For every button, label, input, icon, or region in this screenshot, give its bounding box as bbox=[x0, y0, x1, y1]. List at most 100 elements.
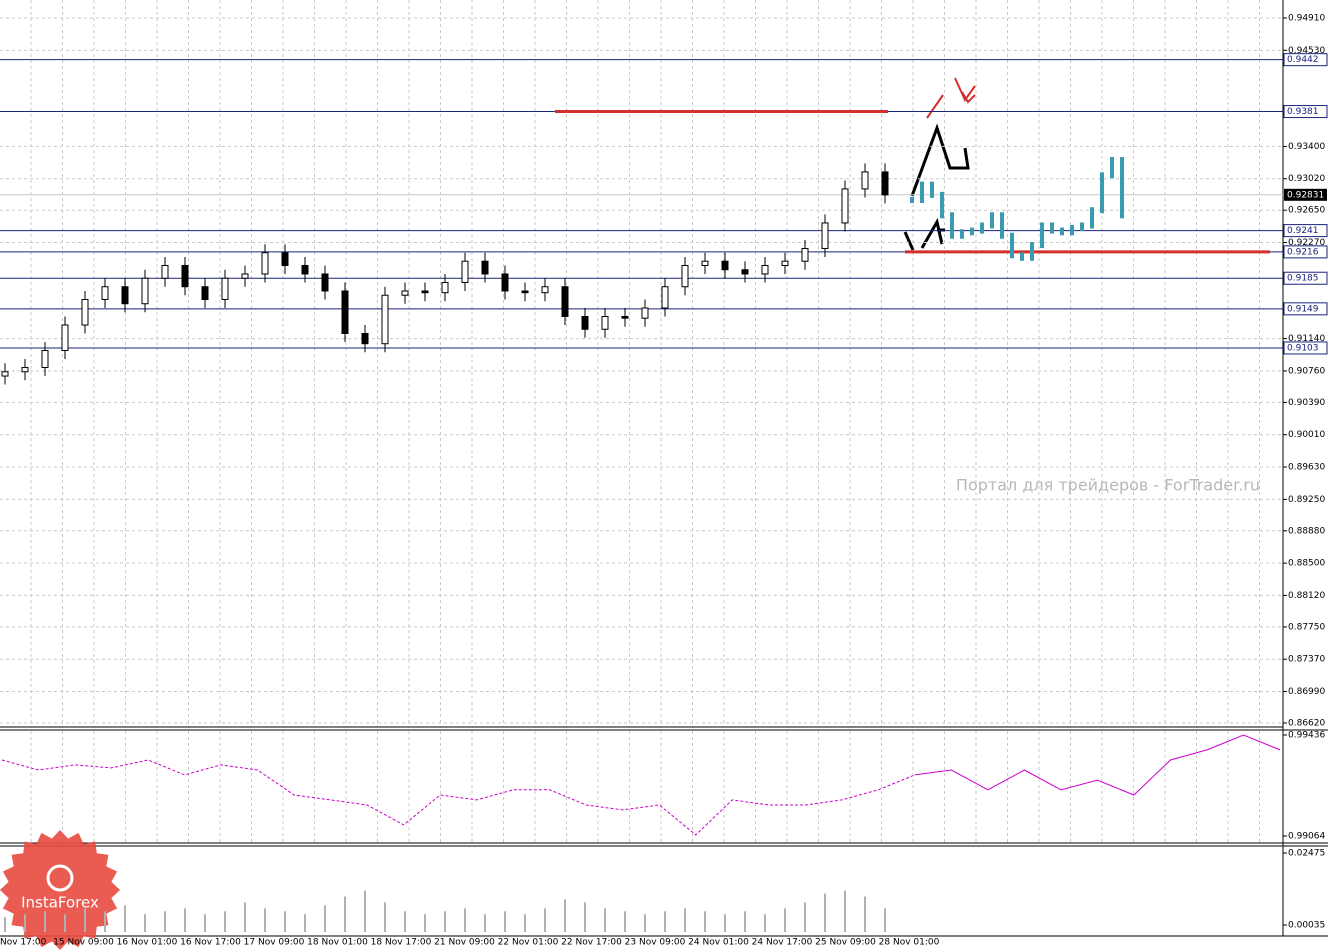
y-tick-label: 0.99436 bbox=[1288, 731, 1325, 741]
level-label-box bbox=[1283, 271, 1328, 285]
x-tick-label: 17 Nov 09:00 bbox=[244, 938, 305, 948]
last-price-box bbox=[1284, 188, 1327, 201]
indicator-line bbox=[1, 759, 916, 836]
x-tick-label: 24 Nov 01:00 bbox=[688, 938, 749, 948]
candle-body bbox=[501, 273, 509, 292]
candle-body bbox=[401, 290, 409, 296]
forecast-bar bbox=[1030, 242, 1034, 261]
volume-bar bbox=[124, 905, 126, 932]
candle-body bbox=[801, 247, 809, 262]
vertical-grid bbox=[30, 0, 1260, 843]
x-tick-label: 18 Nov 17:00 bbox=[371, 938, 432, 948]
y-tick-label: 0.89630 bbox=[1288, 463, 1325, 473]
volume-bar bbox=[4, 917, 6, 932]
candle-body bbox=[241, 273, 249, 279]
last-price-label: 0.92831 bbox=[1287, 190, 1324, 200]
volume-bar bbox=[504, 911, 506, 932]
y-tick-label: 0.94530 bbox=[1288, 46, 1325, 56]
volume-bar bbox=[184, 908, 186, 932]
candle-body bbox=[181, 264, 189, 288]
volume-bar bbox=[364, 890, 366, 932]
candle-body bbox=[781, 260, 789, 266]
volume-bar bbox=[164, 911, 166, 932]
candle-body bbox=[741, 269, 749, 275]
volume-bar bbox=[764, 914, 766, 932]
volume-bar bbox=[784, 908, 786, 932]
candle-body bbox=[201, 286, 209, 300]
candle-body bbox=[861, 171, 869, 190]
y-tick-label: 0.93400 bbox=[1288, 142, 1325, 152]
forecast-bar bbox=[1000, 212, 1004, 239]
candle-body bbox=[881, 171, 889, 196]
candle-body bbox=[221, 277, 229, 300]
candle-body bbox=[441, 281, 449, 294]
logo: InstaForex bbox=[0, 830, 120, 950]
volume-bar bbox=[64, 914, 66, 932]
arrow-drawing bbox=[920, 217, 944, 249]
x-tick-label: 28 Nov 01:00 bbox=[879, 938, 940, 948]
y-tick-label: 0.88500 bbox=[1288, 559, 1325, 569]
y-tick-label: 0.89250 bbox=[1288, 495, 1325, 505]
volume-bar bbox=[264, 908, 266, 932]
volume-bar bbox=[84, 908, 86, 932]
candle-body bbox=[41, 350, 49, 369]
indicator-line bbox=[914, 734, 1281, 796]
y-tick-label: 0.90390 bbox=[1288, 398, 1325, 408]
forecast-bar bbox=[950, 212, 954, 239]
forecast-bar bbox=[1100, 172, 1104, 214]
x-tick-label: 15 Nov 09:00 bbox=[53, 938, 114, 948]
forecast-bar bbox=[1090, 207, 1094, 229]
candle-body bbox=[381, 294, 389, 345]
candle-body bbox=[321, 273, 329, 292]
volume-bar bbox=[684, 908, 686, 932]
forecast-bar bbox=[1060, 227, 1064, 236]
x-tick-label: Nov 17:00 bbox=[0, 938, 47, 948]
volume-bar bbox=[624, 911, 626, 932]
volume-bar bbox=[644, 914, 646, 932]
x-tick-label: 24 Nov 17:00 bbox=[752, 938, 813, 948]
level-label-box bbox=[1283, 245, 1328, 259]
level-label: 0.9381 bbox=[1287, 107, 1319, 117]
volume-bar bbox=[104, 911, 106, 932]
x-tick-label: 23 Nov 09:00 bbox=[625, 938, 686, 948]
volume-bar bbox=[804, 902, 806, 932]
level-label: 0.9241 bbox=[1287, 226, 1319, 236]
volume-bar bbox=[424, 914, 426, 932]
candle-body bbox=[61, 324, 69, 352]
y-tick-label: 0.87750 bbox=[1288, 622, 1325, 632]
candle-body bbox=[261, 252, 269, 275]
volume-bar bbox=[864, 896, 866, 932]
volume-bar bbox=[604, 908, 606, 932]
level-label-box bbox=[1283, 53, 1328, 67]
candle-body bbox=[821, 222, 829, 249]
candle-body bbox=[681, 264, 689, 288]
volume-bar bbox=[404, 911, 406, 932]
volume-bar bbox=[444, 911, 446, 932]
level-label: 0.9442 bbox=[1287, 55, 1319, 65]
candle-body bbox=[561, 286, 569, 317]
candle-body bbox=[621, 315, 629, 319]
forecast-bar bbox=[1070, 225, 1074, 236]
candle-body bbox=[21, 367, 29, 373]
level-label: 0.9216 bbox=[1287, 247, 1319, 257]
level-label-box bbox=[1283, 105, 1328, 119]
y-tick-label: 0.94910 bbox=[1288, 14, 1325, 24]
candle-body bbox=[121, 286, 129, 305]
volume-bar bbox=[344, 896, 346, 932]
volume-bar bbox=[884, 908, 886, 932]
arrow-drawing bbox=[903, 231, 915, 251]
forecast-bar bbox=[990, 212, 994, 229]
x-tick-label: 22 Nov 17:00 bbox=[561, 938, 622, 948]
candle-body bbox=[581, 315, 589, 330]
y-tick-label: 0.92270 bbox=[1288, 238, 1325, 248]
y-tick-label: 0.90010 bbox=[1288, 430, 1325, 440]
forecast-bar bbox=[920, 181, 924, 203]
candle-body bbox=[481, 260, 489, 275]
y-tick-label: 0.87370 bbox=[1288, 655, 1325, 665]
y-tick-label: 0.93020 bbox=[1288, 174, 1325, 184]
forecast-bar bbox=[1040, 222, 1044, 249]
x-tick-label: 21 Nov 09:00 bbox=[434, 938, 495, 948]
arrow-drawing bbox=[926, 94, 944, 119]
volume-bar bbox=[824, 893, 826, 932]
